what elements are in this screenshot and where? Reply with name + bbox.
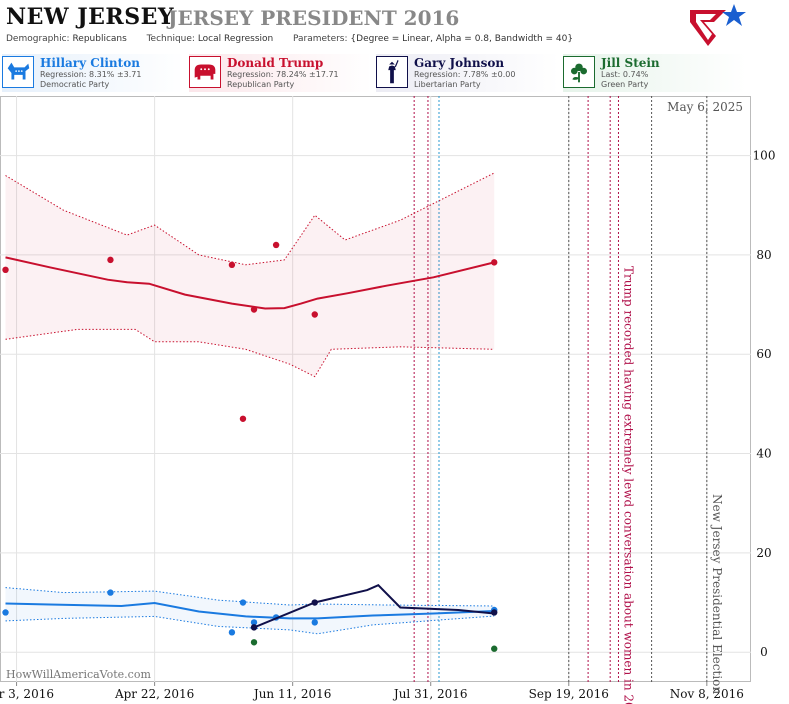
candidate-stat: Regression: 7.78% ±0.00 (414, 70, 516, 79)
poll-point (228, 629, 236, 636)
y-tick-label: 60 (756, 347, 771, 361)
state-title: NEW JERSEY (6, 4, 175, 30)
y-tick-label: 100 (753, 149, 776, 163)
y-tick-label: 0 (760, 645, 768, 659)
upper-bound-line (5, 587, 495, 607)
candidate-party: Libertarian Party (414, 80, 481, 89)
candidate-name: Jill Stein (601, 56, 660, 70)
technique-value: Local Regression (197, 34, 274, 44)
watermark: HowWillAmericaVote.com (6, 668, 151, 681)
event-annotation: New Jersey Presidential Election (710, 494, 724, 694)
y-tick-label: 20 (756, 546, 771, 560)
candidate-name: Donald Trump (227, 56, 324, 70)
candidate-stat: Regression: 8.31% ±3.71 (40, 70, 142, 79)
y-tick-label: 40 (756, 447, 771, 461)
poll-point (228, 261, 236, 269)
regression-line (5, 256, 495, 310)
regression-line (5, 601, 495, 620)
demographic-label: Demographic: (6, 34, 70, 44)
x-tick-label: Jun 11, 2016 (252, 687, 332, 701)
flag-star-logo-icon[interactable] (686, 2, 750, 50)
candidate-stat: Regression: 78.24% ±17.71 (227, 70, 339, 79)
x-tick-label: Mar 3, 2016 (0, 687, 54, 701)
x-tick-label: Nov 8, 2016 (670, 687, 744, 701)
plot-frame (0, 96, 751, 682)
upper-bound-line (5, 172, 495, 266)
elephant-icon (189, 56, 221, 88)
poll-point (491, 645, 498, 652)
x-tick-label: Apr 22, 2016 (114, 687, 194, 701)
candidate-party: Green Party (601, 80, 649, 89)
date-stamp: May 6, 2025 (667, 100, 743, 114)
poll-point (311, 599, 318, 606)
poll-point (250, 639, 258, 646)
parameters-label: Parameters: (292, 34, 348, 44)
confidence-band (5, 587, 495, 634)
poll-point (491, 609, 498, 616)
y-tick-label: 80 (756, 248, 771, 262)
candidate-party: Republican Party (227, 80, 295, 89)
poll-point (250, 619, 258, 626)
candidate-card[interactable]: Hillary Clinton Regression: 8.31% ±3.71 De… (2, 54, 185, 92)
candidate-card[interactable]: Donald Trump Regression: 78.24% ±17.71 Rep… (189, 54, 372, 92)
candidate-card[interactable]: Gary Johnson Regression: 7.78% ±0.00 Liber… (376, 54, 559, 92)
x-tick-label: Sep 19, 2016 (529, 687, 609, 701)
poll-point (2, 266, 9, 274)
poll-point (239, 599, 247, 606)
flower-icon (563, 56, 595, 88)
confidence-band (5, 173, 495, 377)
poll-point (107, 256, 114, 264)
candidate-card[interactable]: Jill Stein Last: 0.74% Green Party (563, 54, 746, 92)
candidate-name: Hillary Clinton (40, 56, 140, 70)
poll-point (2, 609, 9, 616)
poll-point (311, 311, 318, 318)
poll-point (107, 589, 114, 596)
candidate-name: Gary Johnson (414, 56, 505, 70)
candidate-party: Democratic Party (40, 80, 110, 89)
demographic-value: Republicans (72, 34, 127, 44)
event-annotation: Trump recorded having extremely lewd con… (622, 266, 636, 704)
lower-bound-line (5, 328, 495, 378)
poll-point (250, 624, 258, 631)
donkey-icon (2, 56, 34, 88)
candidate-stat: Last: 0.74% (601, 70, 649, 79)
statue-of-liberty-icon (376, 56, 408, 88)
race-title: JERSEY PRESIDENT 2016 (168, 6, 460, 30)
parameters-value: {Degree = Linear, Alpha = 0.8, Bandwidth… (350, 34, 574, 44)
poll-point (250, 306, 258, 313)
technique-label: Technique: (146, 34, 195, 44)
poll-point (272, 241, 280, 249)
poll-point (311, 619, 318, 626)
parameters-line: Demographic: Republicans Technique: Loca… (6, 34, 573, 44)
poll-point (491, 259, 498, 266)
x-tick-label: Jul 31, 2016 (392, 687, 468, 701)
poll-point (239, 415, 247, 422)
